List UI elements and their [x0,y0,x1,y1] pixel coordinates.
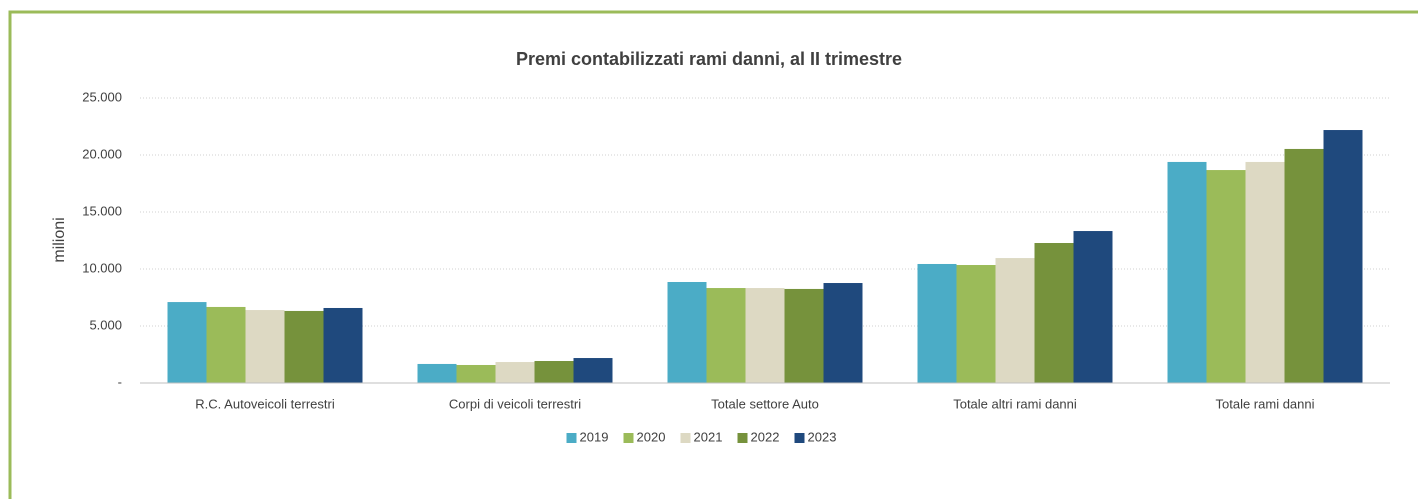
legend-swatch [794,433,805,443]
bar [823,283,863,383]
bar [206,306,246,383]
legend-label: 2023 [808,429,837,444]
frame [8,10,1418,499]
y-tick-label: 20.000 [82,146,122,161]
bar [1284,148,1324,383]
legend-label: 2021 [694,429,723,444]
bar [745,288,785,383]
y-tick-label: 15.000 [82,203,122,218]
chart-title: Premi contabilizzati rami danni, al II t… [516,49,902,69]
legend-label: 2022 [751,429,780,444]
legend-swatch [623,433,634,443]
bar [495,362,535,383]
y-tick-label: - [118,374,122,389]
bar [1323,130,1363,383]
bar [456,364,496,383]
bar [706,288,746,383]
legend-swatch [566,433,577,443]
bar [956,265,996,383]
bar [784,288,824,383]
y-tick-label: 5.000 [89,317,122,332]
y-tick-label: 25.000 [82,89,122,104]
bar [534,360,574,383]
bar [323,307,363,383]
legend-swatch [737,433,748,443]
bar [1245,161,1285,383]
x-tick-label: Totale altri rami danni [953,396,1077,411]
bar [167,302,207,383]
bar [573,358,613,383]
bar [284,310,324,383]
bar [917,263,957,383]
bar [245,310,285,383]
y-axis-title: milioni [51,217,68,262]
bar [1073,231,1113,383]
y-tick-label: 10.000 [82,260,122,275]
x-tick-label: Totale rami danni [1216,396,1315,411]
x-tick-label: R.C. Autoveicoli terrestri [195,396,335,411]
bar [667,281,707,383]
legend-swatch [680,433,691,443]
legend-label: 2020 [637,429,666,444]
bar [1167,161,1207,383]
bar [1034,243,1074,383]
legend-label: 2019 [580,429,609,444]
x-tick-label: Totale settore Auto [711,396,819,411]
x-tick-label: Corpi di veicoli terrestri [449,396,581,411]
bar [417,363,457,383]
bar [995,258,1035,383]
bar [1206,170,1246,383]
